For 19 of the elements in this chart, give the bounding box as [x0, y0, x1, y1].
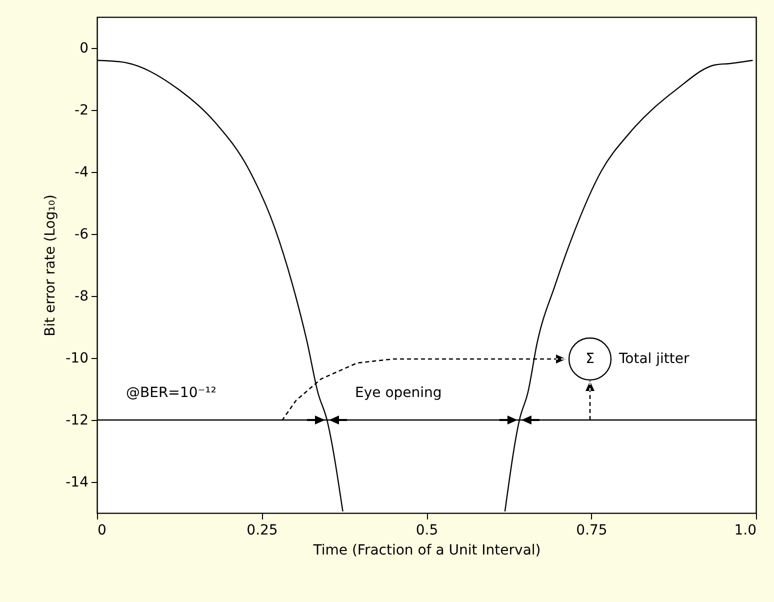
x-tick-label: 0.25	[246, 522, 278, 538]
annotation: Eye opening	[355, 385, 442, 401]
y-tick-label: -12	[66, 412, 88, 428]
annotation: Σ	[586, 351, 594, 367]
y-tick-label: -6	[74, 226, 89, 242]
y-axis-title: Bit error rate (Log₁₀)	[42, 194, 59, 336]
y-tick-label: -10	[66, 350, 88, 366]
y-tick-label: -4	[74, 164, 89, 180]
y-tick-label: -2	[74, 102, 88, 118]
y-tick-label: -8	[74, 288, 88, 304]
x-axis-title: Time (Fraction of a Unit Interval)	[312, 542, 541, 558]
y-tick-label: -14	[66, 474, 89, 490]
x-tick-label: 0	[98, 522, 106, 538]
annotation: @BER=10⁻¹²	[126, 385, 216, 401]
x-tick-label: 1.0	[734, 522, 756, 538]
x-tick-label: 0.75	[576, 522, 608, 538]
annotation: Total jitter	[618, 351, 690, 367]
y-tick-label: 0	[80, 40, 88, 56]
x-tick-label: 0.5	[416, 522, 438, 538]
